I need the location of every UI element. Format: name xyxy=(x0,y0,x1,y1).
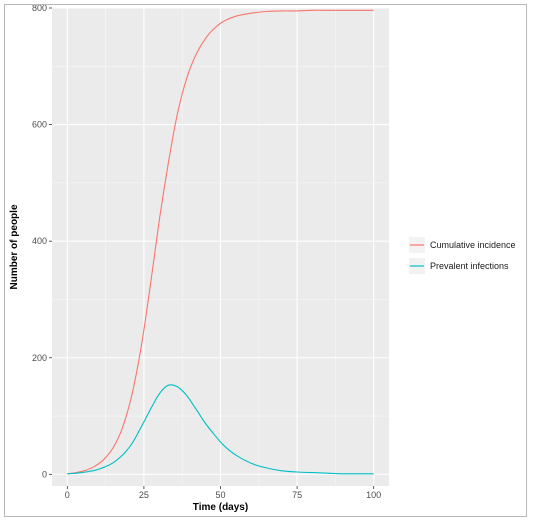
y-tick-label: 0 xyxy=(42,469,47,479)
line-chart: 0 25 50 75 100 0 200 400 600 800 Time (days) Num… xyxy=(9,5,516,513)
figure-frame: 0 25 50 75 100 0 200 400 600 800 Time (days) Num… xyxy=(4,4,527,517)
y-tick-label: 600 xyxy=(32,120,47,130)
series-line-cumulative-incidence xyxy=(67,9,374,475)
x-axis-title: Time (days) xyxy=(193,502,248,513)
y-tick-label: 800 xyxy=(32,5,47,13)
legend-label: Prevalent infections xyxy=(430,261,509,271)
series-lines xyxy=(67,9,374,475)
x-tick-label: 75 xyxy=(292,490,302,500)
x-tick-label: 25 xyxy=(139,490,149,500)
major-gridlines xyxy=(52,7,389,486)
y-tick-label: 200 xyxy=(32,353,47,363)
y-axis-title: Number of people xyxy=(9,204,20,289)
x-tick-label: 100 xyxy=(366,490,381,500)
x-tick-label: 50 xyxy=(215,490,225,500)
legend: Cumulative incidence Prevalent infections xyxy=(409,237,516,274)
legend-label: Cumulative incidence xyxy=(430,240,516,250)
y-tick-label: 400 xyxy=(32,236,47,246)
x-axis-ticks: 0 25 50 75 100 xyxy=(65,486,381,500)
series-line-prevalent-infections xyxy=(67,384,374,475)
x-tick-label: 0 xyxy=(65,490,70,500)
y-axis-ticks: 0 200 400 600 800 xyxy=(32,5,52,479)
